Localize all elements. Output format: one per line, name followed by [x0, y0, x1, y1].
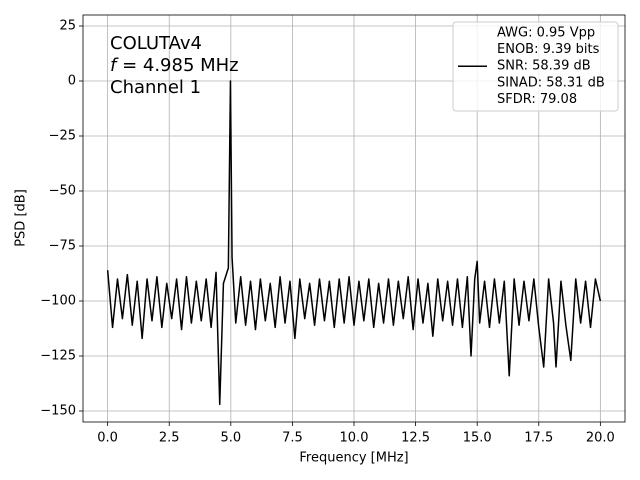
- x-tick-label: 10.0: [340, 431, 369, 446]
- x-tick-label: 12.5: [401, 431, 430, 446]
- x-tick-label: 17.5: [524, 431, 553, 446]
- legend-label: SINAD: 58.31 dB: [497, 75, 605, 90]
- x-tick-label: 2.5: [159, 431, 180, 446]
- y-tick-label: −125: [40, 349, 76, 364]
- annotation-symbol: f: [110, 55, 119, 76]
- x-tick-label: 15.0: [463, 431, 492, 446]
- y-axis-label: PSD [dB]: [14, 189, 29, 247]
- psd-line: [106, 80, 602, 406]
- x-tick-label: 5.0: [220, 431, 241, 446]
- legend-label: SNR: 58.39 dB: [497, 59, 591, 74]
- legend-label: ENOB: 9.39 bits: [497, 42, 600, 57]
- legend-label: AWG: 0.95 Vpp: [497, 26, 595, 41]
- y-tick-label: −25: [49, 129, 76, 144]
- annotation-line: f = 4.985 MHz: [110, 55, 239, 76]
- y-tick-label: 25: [59, 19, 76, 34]
- x-tick-label: 7.5: [282, 431, 303, 446]
- legend-box: [452, 21, 619, 112]
- legend-label: SFDR: 79.08: [497, 92, 577, 107]
- x-tick-label: 20.0: [586, 431, 615, 446]
- y-tick-label: −100: [40, 294, 76, 309]
- x-axis-label: Frequency [MHz]: [299, 451, 408, 466]
- x-tick-label: 0.0: [97, 431, 118, 446]
- y-tick-label: −150: [40, 404, 76, 419]
- plot: [106, 80, 602, 406]
- y-tick-label: 0: [68, 74, 76, 89]
- y-tick-label: −50: [49, 184, 76, 199]
- annotation-line: COLUTAv4: [110, 33, 202, 54]
- y-tick-label: −75: [49, 239, 76, 254]
- annotation-text: = 4.985 MHz: [116, 55, 238, 76]
- annotation-line: Channel 1: [110, 77, 201, 98]
